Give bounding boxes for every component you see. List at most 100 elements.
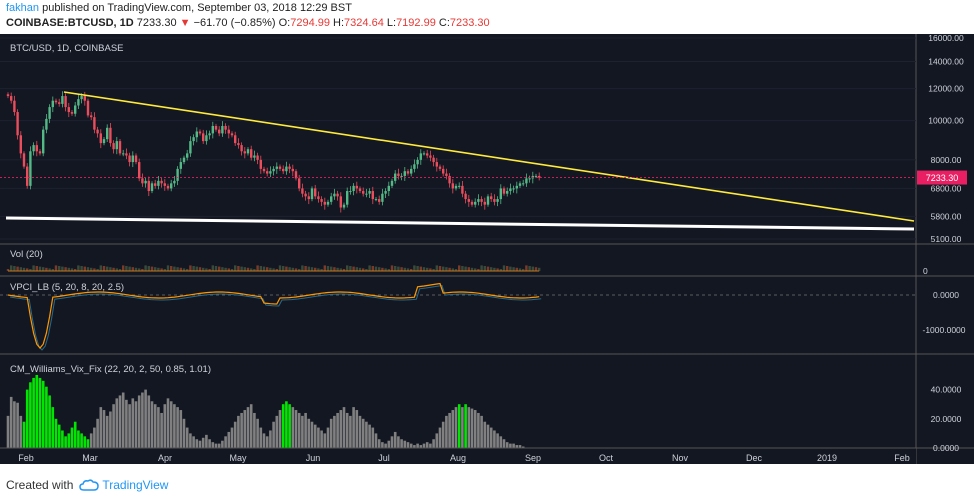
candle	[365, 193, 368, 195]
volume-bar	[157, 267, 160, 271]
vix-bar	[355, 410, 359, 448]
volume-bar	[125, 266, 128, 271]
vix-bar	[448, 412, 451, 448]
vix-bar	[137, 395, 141, 448]
vix-bar	[134, 401, 138, 448]
candle	[51, 100, 54, 108]
vix-bar	[432, 439, 435, 448]
volume-bar	[102, 266, 106, 271]
candle	[80, 96, 83, 100]
vix-bar	[221, 440, 224, 448]
candle	[10, 96, 13, 101]
vix-bar	[486, 424, 490, 448]
volume-bar	[186, 269, 189, 271]
candle	[442, 168, 445, 174]
candle	[150, 183, 154, 192]
volume-bar	[358, 267, 362, 271]
vix-bar	[406, 442, 410, 448]
vix-bar	[384, 443, 387, 448]
candle	[445, 173, 448, 176]
volume-bar	[410, 269, 413, 271]
vix-bar	[25, 389, 29, 448]
vix-bar	[22, 421, 26, 448]
volume-bar	[189, 265, 192, 271]
volume-bar	[528, 266, 531, 271]
volume-bar	[416, 266, 419, 271]
candle	[32, 145, 35, 152]
candle	[77, 99, 80, 106]
vix-bar	[358, 415, 362, 448]
vix-bar	[259, 427, 263, 448]
vix-bar	[173, 404, 176, 448]
volume-bar	[336, 267, 339, 271]
price-tick-label: 5100.00	[931, 234, 962, 244]
candle	[26, 166, 29, 186]
candle	[349, 191, 352, 193]
volume-bar	[208, 269, 211, 271]
volume-bar	[224, 267, 227, 271]
price-axis[interactable]	[916, 34, 974, 464]
vix-bar	[256, 418, 259, 448]
vix-bar	[51, 407, 55, 448]
candle	[358, 188, 362, 192]
volume-bar	[320, 269, 323, 271]
candle	[419, 153, 422, 160]
candle	[387, 185, 390, 192]
author-link[interactable]: fakhan	[6, 2, 40, 14]
candle	[304, 193, 307, 197]
low-label: L:	[386, 17, 397, 29]
candle	[16, 112, 19, 136]
volume-bar	[422, 267, 426, 271]
candle	[390, 180, 394, 186]
candle	[115, 141, 118, 150]
candle	[512, 188, 515, 190]
candle	[48, 107, 51, 119]
volume-bar	[45, 267, 48, 271]
volume-bar	[182, 268, 186, 271]
vix-pane[interactable]	[6, 375, 525, 448]
candle	[314, 188, 317, 197]
vix-bar	[57, 424, 61, 448]
volume-bar	[323, 265, 326, 271]
candle	[323, 201, 326, 205]
volume-bar	[176, 267, 179, 271]
volume-bar	[99, 265, 102, 271]
price-tick-label: 10000.00	[928, 116, 964, 126]
price-pane-title: BTC/USD, 1D, COINBASE	[10, 43, 124, 54]
volume-bar	[298, 269, 301, 271]
vix-bar	[467, 407, 471, 448]
volume-bar	[426, 267, 429, 271]
candle	[378, 199, 381, 202]
candle	[406, 171, 410, 174]
vix-bar	[77, 430, 80, 448]
chart-area[interactable]: 16000.00 14000.00 12000.00 10000.00 8000.00 6…	[0, 34, 974, 474]
candle	[138, 162, 141, 179]
vix-bar	[67, 433, 71, 448]
volume-bar	[493, 267, 496, 271]
volume-bar	[147, 266, 150, 271]
vix-bar	[499, 436, 503, 448]
symbol-label: COINBASE:BTCUSD, 1D	[6, 17, 134, 29]
vix-bar	[505, 442, 509, 448]
volume-bar	[26, 268, 29, 271]
candle	[451, 183, 454, 189]
candle	[13, 100, 16, 113]
vix-bar	[326, 427, 330, 448]
vix-bar	[381, 442, 384, 448]
volume-bar	[333, 267, 336, 271]
candle	[307, 196, 310, 200]
vix-bar	[38, 377, 42, 448]
vix-bar	[361, 418, 365, 448]
vix-bar	[105, 415, 109, 448]
candle	[179, 162, 182, 169]
price-pane[interactable]	[0, 37, 967, 240]
candle	[22, 153, 26, 167]
candle	[493, 199, 496, 202]
vix-bar	[80, 433, 83, 448]
candle	[474, 201, 477, 205]
time-axis[interactable]	[0, 447, 974, 464]
volume-pane[interactable]	[6, 265, 541, 272]
vpci-pane[interactable]	[0, 282, 916, 351]
tradingview-link[interactable]: TradingView	[79, 478, 168, 492]
candle	[208, 133, 211, 136]
